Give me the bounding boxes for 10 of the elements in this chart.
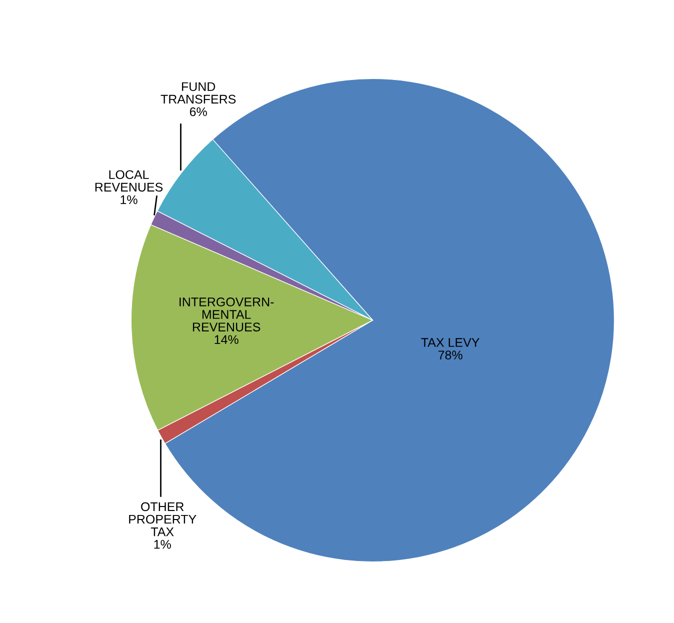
data-label: 6%: [190, 107, 207, 116]
data-label: 1%: [154, 540, 171, 549]
slice-label: OTHER PROPERTY TAX: [129, 502, 196, 536]
data-label: 78%: [438, 350, 462, 360]
slice-label: FUND TRANSFERS: [160, 82, 236, 104]
data-label: 1%: [120, 195, 138, 204]
slice-label: TAX LEVY: [421, 338, 480, 347]
slice-label: INTERGOVERN- MENTAL REVENUES: [180, 297, 274, 332]
slice-label: LOCAL REVENUES: [95, 170, 163, 192]
data-label: 14%: [214, 335, 238, 344]
